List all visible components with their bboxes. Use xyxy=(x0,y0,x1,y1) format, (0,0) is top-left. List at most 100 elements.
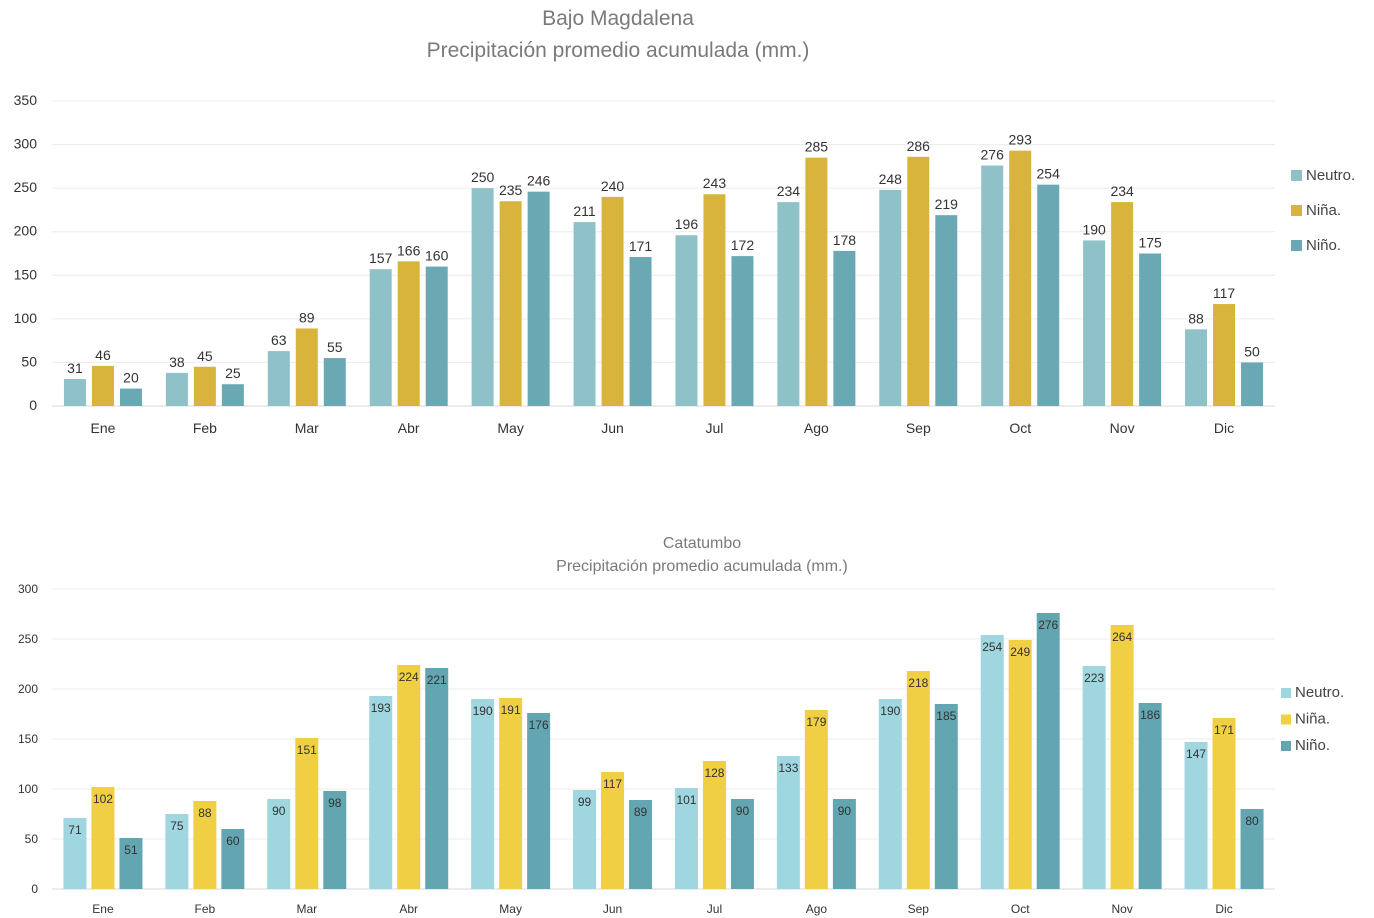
bm-y-tick-label: 150 xyxy=(14,266,38,282)
ct-legend-label: Niña. xyxy=(1295,711,1330,728)
ct-bar xyxy=(629,800,653,889)
ct-chart-title: Catatumbo xyxy=(663,535,741,552)
bm-x-tick-label: Jul xyxy=(706,420,724,436)
bm-data-label: 31 xyxy=(67,360,83,376)
ct-bar xyxy=(397,665,421,889)
bm-bar xyxy=(879,189,902,406)
ct-x-tick-label: Jun xyxy=(603,902,622,916)
bm-data-label: 240 xyxy=(601,178,625,194)
ct-legend-swatch xyxy=(1281,714,1291,725)
bm-data-label: 160 xyxy=(425,248,449,264)
ct-x-tick-label: Dic xyxy=(1215,902,1232,916)
bm-data-label: 172 xyxy=(731,237,755,253)
ct-bar xyxy=(702,761,726,889)
bm-data-label: 55 xyxy=(327,339,343,355)
bm-x-tick-label: May xyxy=(497,420,523,436)
bm-y-tick-label: 0 xyxy=(29,397,37,413)
bm-bar xyxy=(703,194,726,406)
ct-y-tick-label: 150 xyxy=(18,732,38,746)
bm-data-label: 20 xyxy=(123,370,139,386)
ct-data-label: 190 xyxy=(473,704,493,718)
bm-y-tick-label: 300 xyxy=(14,136,38,152)
ct-data-label: 60 xyxy=(226,834,240,848)
ct-data-label: 193 xyxy=(371,701,391,715)
bm-data-label: 254 xyxy=(1037,166,1061,182)
bm-bar xyxy=(907,156,930,406)
bm-data-label: 166 xyxy=(397,242,421,258)
ct-x-tick-label: Ago xyxy=(806,902,828,916)
bm-bar xyxy=(119,388,142,406)
ct-bar xyxy=(1240,809,1264,889)
bm-data-label: 117 xyxy=(1213,285,1236,301)
ct-bar xyxy=(295,738,319,889)
bm-bar xyxy=(1083,240,1106,406)
ct-y-tick-label: 250 xyxy=(18,632,38,646)
ct-bar xyxy=(527,713,551,889)
ct-bar xyxy=(369,696,393,889)
bm-data-label: 171 xyxy=(629,238,653,254)
ct-legend-swatch xyxy=(1281,741,1291,751)
ct-bar xyxy=(1138,703,1162,889)
ct-data-label: 102 xyxy=(93,792,113,806)
bm-bar xyxy=(369,269,392,406)
bm-data-label: 157 xyxy=(369,250,393,266)
bm-y-tick-label: 50 xyxy=(21,353,37,369)
ct-data-label: 90 xyxy=(272,804,286,818)
bm-data-label: 46 xyxy=(95,347,111,363)
bm-bar xyxy=(805,157,828,406)
ct-bar xyxy=(804,710,828,889)
chart-bajo-magdalena-svg: Bajo Magdalena Precipitación promedio acu… xyxy=(14,7,1356,436)
ct-data-label: 90 xyxy=(736,804,750,818)
bm-y-tick-label: 100 xyxy=(14,310,38,326)
bm-bar xyxy=(1139,253,1162,406)
ct-bar xyxy=(1036,613,1060,889)
bm-bar xyxy=(221,384,244,406)
bm-legend-label: Niña. xyxy=(1306,202,1341,219)
bm-x-tick-label: Feb xyxy=(193,420,217,436)
ct-bar xyxy=(63,818,87,889)
bm-x-tick-label: Nov xyxy=(1110,420,1135,436)
bm-bar xyxy=(193,366,216,406)
bm-data-label: 63 xyxy=(271,332,287,348)
chart-catatumbo-svg: Catatumbo Precipitación promedio acumulad… xyxy=(18,535,1344,916)
ct-data-label: 186 xyxy=(1140,708,1160,722)
ct-bar xyxy=(193,801,217,889)
bm-bar xyxy=(935,215,958,406)
bm-x-tick-label: Ago xyxy=(804,420,829,436)
ct-bar xyxy=(1184,742,1208,889)
bm-bar xyxy=(1213,304,1236,406)
ct-data-label: 171 xyxy=(1214,723,1234,737)
bm-data-label: 248 xyxy=(879,171,903,187)
bm-data-label: 234 xyxy=(1110,183,1134,199)
ct-data-label: 133 xyxy=(778,761,798,775)
ct-legend-swatch xyxy=(1281,688,1291,698)
bm-bar xyxy=(777,202,800,406)
bm-data-label: 196 xyxy=(675,216,699,232)
ct-legend-label: Niño. xyxy=(1295,737,1330,754)
bm-x-tick-label: Ene xyxy=(90,420,115,436)
bm-data-label: 175 xyxy=(1138,235,1162,251)
ct-data-label: 224 xyxy=(399,670,419,684)
bm-data-label: 45 xyxy=(197,348,213,364)
ct-x-tick-label: Jul xyxy=(707,902,722,916)
bm-bar xyxy=(499,201,522,406)
bm-chart-subtitle: Precipitación promedio acumulada (mm.) xyxy=(427,39,810,62)
bm-y-tick-label: 250 xyxy=(14,179,38,195)
ct-data-label: 249 xyxy=(1010,645,1030,659)
bm-legend-swatch xyxy=(1291,205,1302,216)
bm-data-label: 38 xyxy=(169,354,185,370)
ct-legend-label: Neutro. xyxy=(1295,684,1344,701)
ct-x-tick-label: Feb xyxy=(195,902,216,916)
bm-chart-title: Bajo Magdalena xyxy=(542,7,694,30)
bm-data-label: 88 xyxy=(1188,310,1204,326)
bm-bar xyxy=(295,328,318,406)
bm-data-label: 25 xyxy=(225,365,241,381)
ct-bar xyxy=(832,799,856,889)
ct-data-label: 191 xyxy=(501,703,521,717)
bm-bar xyxy=(981,165,1004,406)
bm-bar xyxy=(471,188,494,406)
ct-bar xyxy=(674,788,698,889)
ct-bar xyxy=(730,799,754,889)
ct-data-label: 264 xyxy=(1112,630,1132,644)
bm-x-tick-label: Abr xyxy=(398,420,420,436)
